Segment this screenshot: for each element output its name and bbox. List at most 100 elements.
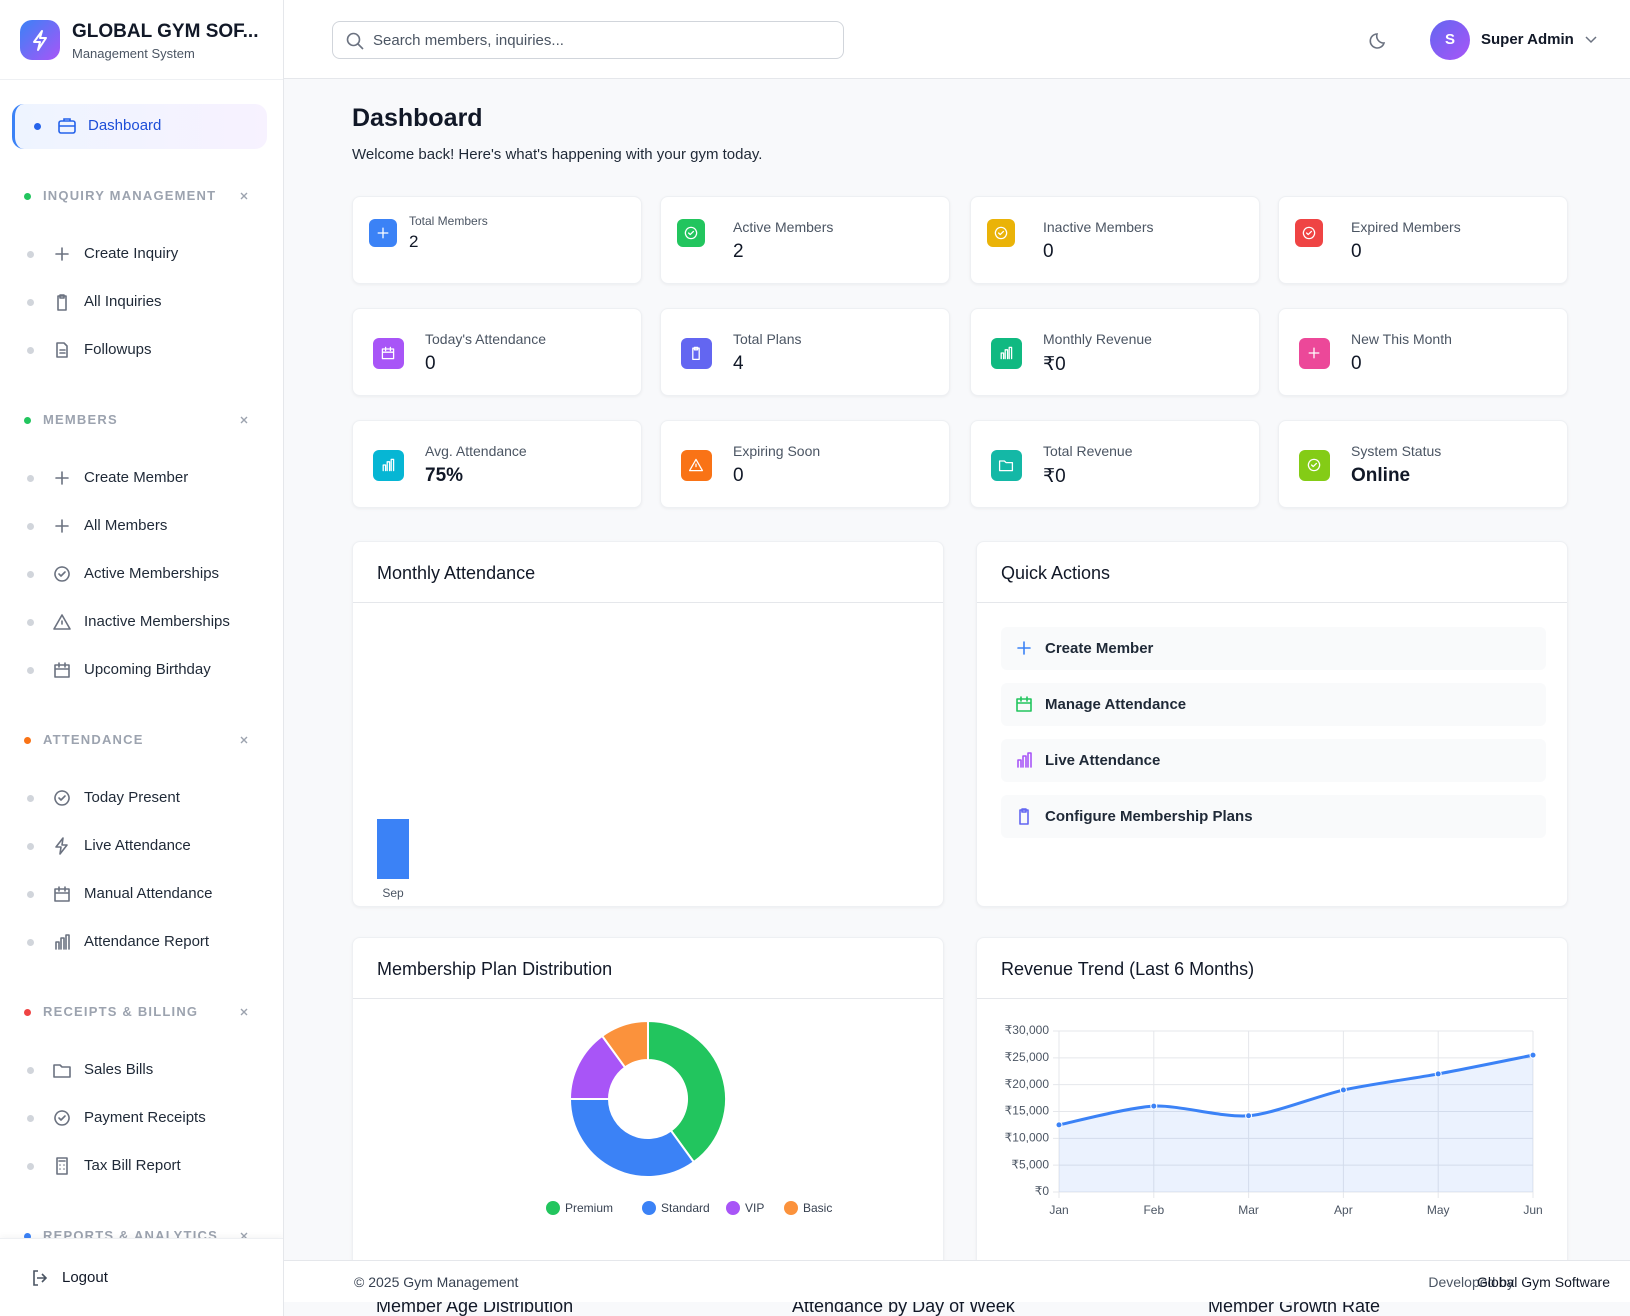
page-title: Dashboard <box>352 104 483 132</box>
collapse[interactable] <box>238 1006 250 1018</box>
slice <box>600 1019 649 1069</box>
stat-value: 0 <box>733 465 744 486</box>
line <box>1058 1053 1534 1127</box>
nav-item[interactable]: Manual Attendance <box>12 874 267 914</box>
icon <box>382 458 395 472</box>
logout[interactable]: Logout <box>0 1238 283 1316</box>
point <box>1150 1102 1158 1110</box>
icon-path <box>1302 226 1316 240</box>
icon-path <box>381 346 395 360</box>
stat-value: 2 <box>409 232 419 251</box>
y-tick-label: ₹0 <box>1035 1184 1050 1198</box>
nav-item[interactable]: Create Member <box>12 458 267 498</box>
section-dot <box>24 737 31 744</box>
stat-value: ₹0 <box>1043 354 1066 375</box>
nav-item[interactable]: Active Memberships <box>12 554 267 594</box>
panel: Monthly Attendance Sep <box>352 541 944 907</box>
icon <box>1019 808 1029 825</box>
stat-label: New This Month <box>1351 331 1452 347</box>
x-tick-label: Mar <box>1238 1203 1259 1217</box>
nav-label: Upcoming Birthday <box>84 661 211 678</box>
nav-label: Payment Receipts <box>84 1109 206 1126</box>
icon <box>381 346 395 360</box>
user-name[interactable]: Super Admin <box>1481 31 1574 48</box>
legend-label: Standard <box>661 1201 710 1215</box>
icon-path <box>1000 346 1013 360</box>
nav-label: Tax Bill Report <box>84 1157 181 1174</box>
quick-action[interactable]: Create Member <box>1001 627 1546 670</box>
icon-path <box>56 1157 68 1175</box>
nav-label: Followups <box>84 341 152 358</box>
nav-label: All Inquiries <box>84 293 162 310</box>
icon <box>377 227 389 239</box>
bullet <box>27 1163 34 1170</box>
bullet <box>27 475 34 482</box>
section-dot <box>24 193 31 200</box>
quick-action[interactable]: Configure Membership Plans <box>1001 795 1546 838</box>
nav-item[interactable]: All Inquiries <box>12 282 267 322</box>
nav-item[interactable]: Tax Bill Report <box>12 1146 267 1186</box>
stat-icon <box>373 338 404 369</box>
nav-item[interactable]: Payment Receipts <box>12 1098 267 1138</box>
icon <box>54 790 70 806</box>
icon-path <box>54 566 70 582</box>
icon <box>994 226 1008 240</box>
legend-label: Basic <box>803 1201 832 1215</box>
nav-item[interactable]: Sales Bills <box>12 1050 267 1090</box>
nav-item[interactable]: Upcoming Birthday <box>12 650 267 690</box>
y-tick-label: ₹5,000 <box>1011 1157 1049 1171</box>
company[interactable]: Global Gym Software <box>1476 1274 1610 1290</box>
stat-value: 75% <box>425 465 464 486</box>
panel-divider <box>977 998 1567 999</box>
chart: ₹0 ₹5,000 ₹10,000 ₹15,000 ₹20,000 ₹25,000 ₹30,… <box>1005 1023 1543 1217</box>
section-title: MEMBERS <box>43 412 118 427</box>
nav-item[interactable]: Attendance Report <box>12 922 267 962</box>
collapse[interactable] <box>238 190 250 202</box>
quick-action-label: Create Member <box>1045 640 1154 657</box>
search[interactable]: Search members, inquiries... <box>332 21 844 59</box>
stat-label: Today's Attendance <box>425 331 546 347</box>
collapse[interactable] <box>238 414 250 426</box>
icon-path <box>55 247 69 261</box>
icon-path <box>998 460 1014 472</box>
collapse[interactable] <box>238 1230 250 1238</box>
icon <box>998 460 1014 472</box>
nav-item[interactable]: Live Attendance <box>12 826 267 866</box>
stat-label: Total Members <box>409 214 488 228</box>
quick-action-label: Configure Membership Plans <box>1045 808 1253 825</box>
area <box>1059 1055 1533 1192</box>
y-tick-label: ₹25,000 <box>1005 1050 1050 1064</box>
avatar[interactable]: S <box>1430 20 1470 60</box>
theme-toggle[interactable] <box>1368 30 1390 52</box>
panel: Quick Actions Create Member Manage Attenda… <box>976 541 1568 907</box>
stat-card: Total Plans 4 <box>660 308 950 396</box>
stat-label: Inactive Members <box>1043 219 1154 235</box>
panel-title: Member Age Distribution <box>376 1302 574 1316</box>
icon-path <box>1307 458 1321 472</box>
nav-item[interactable]: Create Inquiry <box>12 234 267 274</box>
nav-active[interactable]: Dashboard <box>12 104 267 149</box>
slice <box>647 1019 727 1164</box>
icon-path <box>54 662 70 678</box>
stat-value: 4 <box>733 353 744 374</box>
nav-label: Create Member <box>84 469 189 486</box>
collapse[interactable] <box>238 734 250 746</box>
nav-item[interactable]: Followups <box>12 330 267 370</box>
quick-action[interactable]: Live Attendance <box>1001 739 1546 782</box>
nav-item[interactable]: Today Present <box>12 778 267 818</box>
icon <box>55 837 68 855</box>
legend-label: VIP <box>745 1201 764 1215</box>
legend-label: Premium <box>565 1201 613 1215</box>
bullet <box>27 795 34 802</box>
point <box>1434 1070 1442 1078</box>
nav-item[interactable]: All Members <box>12 506 267 546</box>
icon <box>1308 347 1320 359</box>
stat-label: Expiring Soon <box>733 443 821 459</box>
nav-item[interactable]: Inactive Memberships <box>12 602 267 642</box>
stat-icon <box>1299 338 1330 369</box>
stat-label: Avg. Attendance <box>425 443 527 459</box>
icon-path <box>55 471 69 485</box>
icon-path <box>1017 641 1031 655</box>
quick-action[interactable]: Manage Attendance <box>1001 683 1546 726</box>
